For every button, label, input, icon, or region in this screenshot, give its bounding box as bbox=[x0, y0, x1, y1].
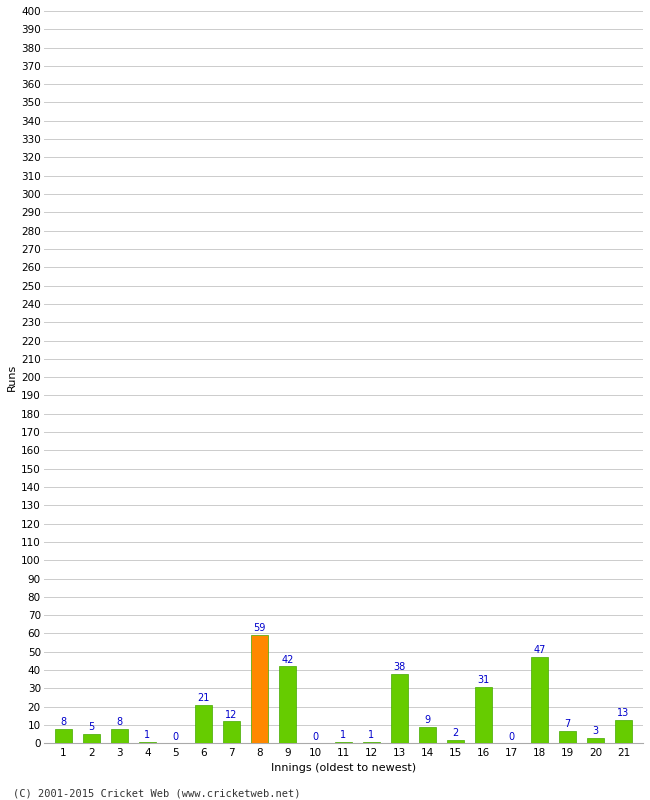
Bar bbox=[223, 722, 240, 743]
Text: 1: 1 bbox=[341, 730, 346, 740]
Text: 21: 21 bbox=[197, 693, 209, 703]
Bar bbox=[531, 658, 548, 743]
Bar bbox=[419, 727, 436, 743]
Text: 2: 2 bbox=[452, 728, 458, 738]
Bar bbox=[111, 729, 127, 743]
Text: (C) 2001-2015 Cricket Web (www.cricketweb.net): (C) 2001-2015 Cricket Web (www.cricketwe… bbox=[13, 788, 300, 798]
Text: 42: 42 bbox=[281, 654, 294, 665]
Text: 8: 8 bbox=[60, 717, 66, 727]
Text: 59: 59 bbox=[253, 623, 265, 634]
Bar bbox=[391, 674, 408, 743]
Bar bbox=[363, 742, 380, 743]
Text: 0: 0 bbox=[172, 731, 178, 742]
Bar bbox=[279, 666, 296, 743]
Text: 47: 47 bbox=[533, 646, 545, 655]
Bar bbox=[139, 742, 156, 743]
Y-axis label: Runs: Runs bbox=[7, 363, 17, 390]
Bar bbox=[335, 742, 352, 743]
Text: 8: 8 bbox=[116, 717, 122, 727]
Text: 13: 13 bbox=[618, 708, 630, 718]
Text: 3: 3 bbox=[592, 726, 599, 736]
Bar bbox=[447, 740, 464, 743]
Text: 7: 7 bbox=[564, 718, 571, 729]
Text: 0: 0 bbox=[312, 731, 318, 742]
Text: 1: 1 bbox=[144, 730, 150, 740]
Text: 1: 1 bbox=[369, 730, 374, 740]
Text: 0: 0 bbox=[508, 731, 514, 742]
Bar bbox=[559, 730, 576, 743]
Bar bbox=[251, 635, 268, 743]
Text: 31: 31 bbox=[477, 674, 489, 685]
Bar bbox=[475, 686, 492, 743]
Text: 12: 12 bbox=[225, 710, 237, 719]
Text: 5: 5 bbox=[88, 722, 94, 732]
Bar bbox=[615, 719, 632, 743]
Text: 9: 9 bbox=[424, 715, 430, 725]
Bar bbox=[587, 738, 604, 743]
Bar bbox=[195, 705, 212, 743]
Text: 38: 38 bbox=[393, 662, 406, 672]
Bar bbox=[83, 734, 99, 743]
X-axis label: Innings (oldest to newest): Innings (oldest to newest) bbox=[271, 763, 416, 773]
Bar bbox=[55, 729, 72, 743]
